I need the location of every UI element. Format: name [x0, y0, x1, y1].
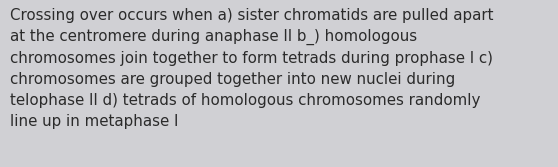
Text: Crossing over occurs when a) sister chromatids are pulled apart
at the centromer: Crossing over occurs when a) sister chro… — [10, 8, 493, 129]
